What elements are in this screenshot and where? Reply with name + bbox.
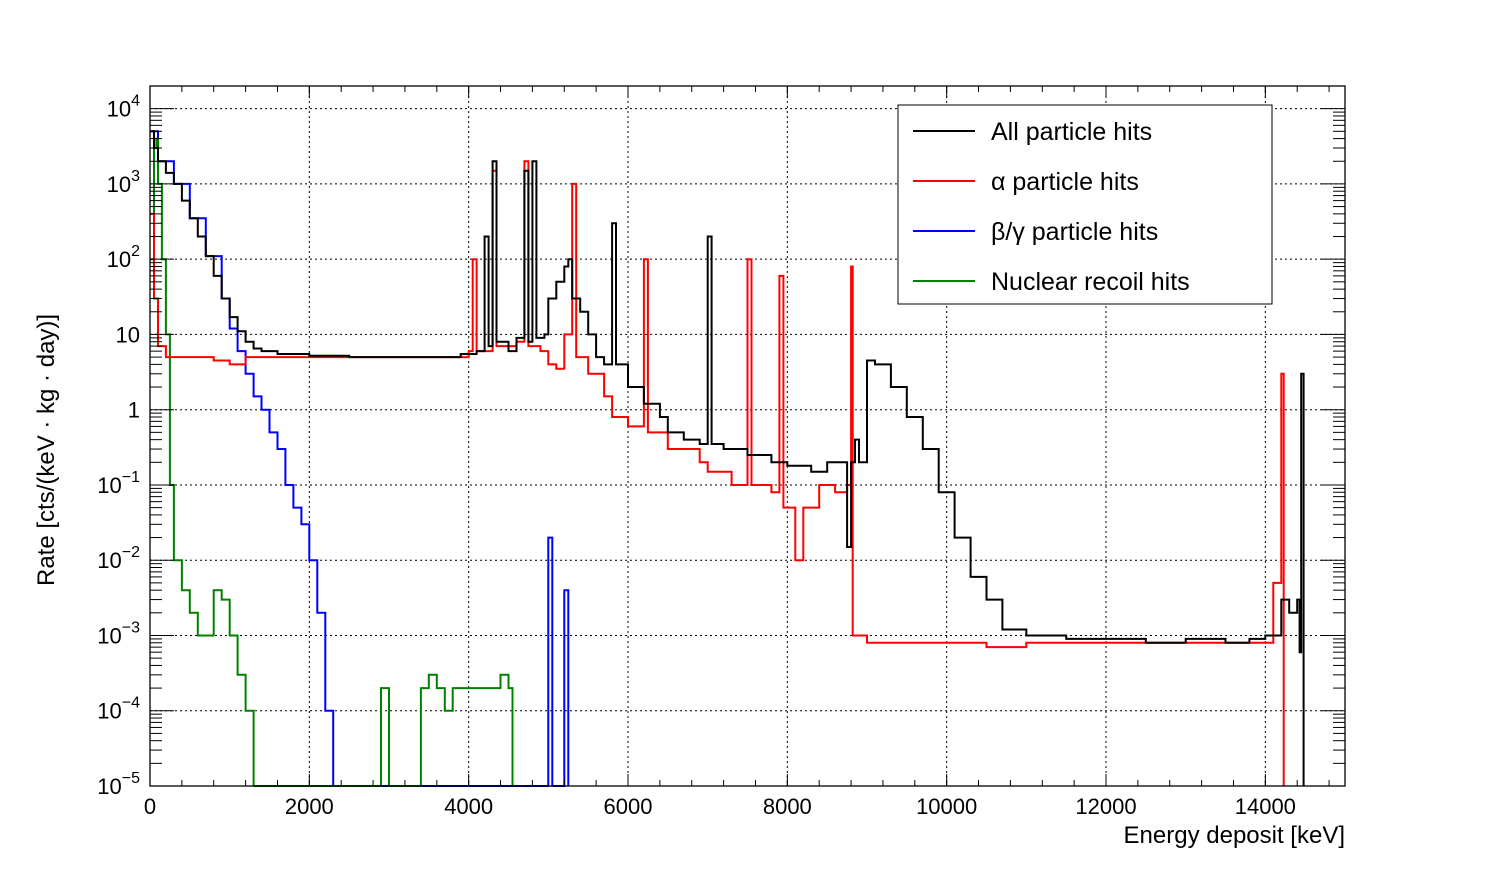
- legend-label: All particle hits: [991, 118, 1152, 146]
- x-tick-label: 10000: [916, 794, 977, 819]
- axis-ticks: [149, 85, 1345, 787]
- series-line: [150, 130, 570, 787]
- x-tick-label: 6000: [604, 794, 653, 819]
- x-tick-label: 12000: [1075, 794, 1136, 819]
- x-tick-label: 0: [144, 794, 156, 819]
- legend-box: [897, 104, 1273, 305]
- axis-labels: 0 2000 4000 6000 8000 10000 12000 14000 104 103 10…: [97, 93, 1296, 819]
- x-tick-label: 4000: [444, 794, 493, 819]
- legend-label: α particle hits: [991, 168, 1139, 196]
- y-tick-label: 10−1: [97, 469, 140, 498]
- y-tick-label: 10: [116, 322, 140, 347]
- x-axis-title: Energy deposit [keV]: [1124, 822, 1345, 849]
- plot-frame: [149, 85, 1346, 787]
- x-tick-label: 14000: [1235, 794, 1296, 819]
- y-axis-title: Rate [cts/(keV · kg · day)]: [33, 314, 60, 586]
- legend-label: β/γ particle hits: [991, 218, 1158, 246]
- y-tick-label: 10−3: [97, 619, 140, 648]
- legend-label: Nuclear recoil hits: [991, 268, 1190, 296]
- y-tick-label: 10−4: [97, 695, 140, 724]
- legend: All particle hits α particle hits β/γ part…: [897, 104, 1273, 305]
- y-tick-label: 103: [107, 168, 140, 197]
- series-line: [150, 130, 1305, 786]
- y-tick-label: 10−2: [97, 544, 140, 573]
- y-tick-label: 1: [128, 398, 140, 423]
- y-tick-label: 10−5: [97, 770, 140, 799]
- x-tick-label: 8000: [763, 794, 812, 819]
- series-line: [150, 137, 514, 787]
- x-tick-label: 2000: [285, 794, 334, 819]
- y-tick-label: 104: [107, 93, 140, 122]
- y-tick-label: 102: [107, 243, 140, 272]
